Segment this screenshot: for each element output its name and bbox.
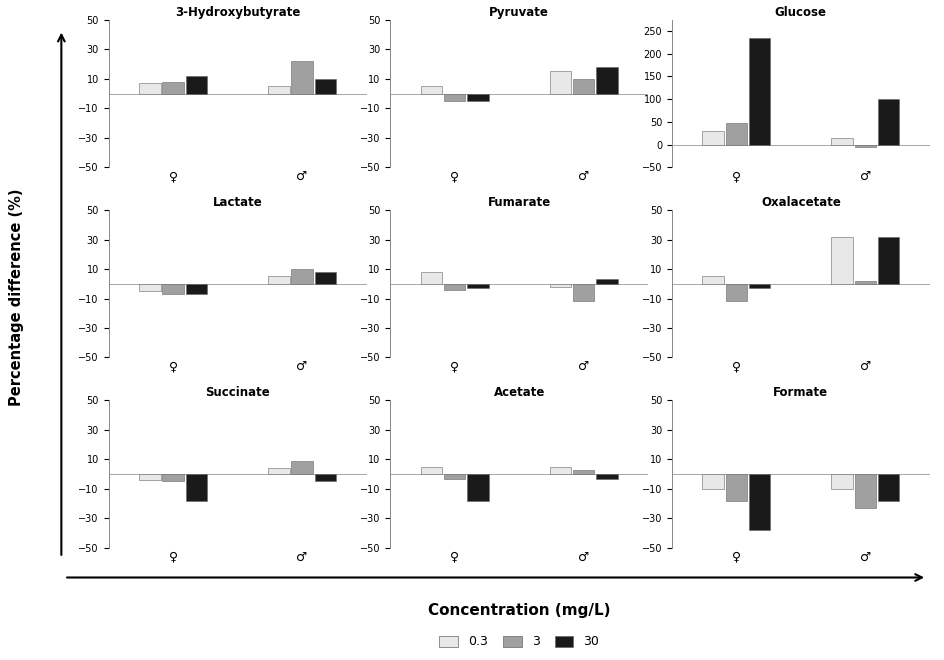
Title: 3-Hydroxybutyrate: 3-Hydroxybutyrate: [175, 6, 300, 18]
Bar: [549, 284, 571, 286]
Bar: [702, 131, 724, 145]
Bar: [268, 277, 290, 284]
Bar: [832, 138, 852, 145]
Text: Concentration (mg/L): Concentration (mg/L): [428, 603, 611, 618]
Bar: [467, 284, 489, 288]
Bar: [726, 474, 747, 501]
Bar: [702, 474, 724, 489]
Bar: [749, 474, 770, 530]
Bar: [549, 71, 571, 94]
Bar: [186, 284, 207, 294]
Bar: [467, 94, 489, 101]
Title: Pyruvate: Pyruvate: [489, 6, 549, 18]
Bar: [832, 474, 852, 489]
Title: Oxalacetate: Oxalacetate: [761, 196, 841, 209]
Bar: [854, 145, 876, 147]
Title: Glucose: Glucose: [775, 6, 827, 18]
Bar: [314, 474, 336, 482]
Legend: 0.3, 3, 30: 0.3, 3, 30: [434, 630, 604, 653]
Bar: [467, 474, 489, 501]
Bar: [444, 94, 465, 101]
Bar: [139, 83, 160, 94]
Title: Fumarate: Fumarate: [487, 196, 551, 209]
Bar: [726, 123, 747, 145]
Bar: [573, 470, 595, 474]
Bar: [597, 67, 617, 94]
Bar: [162, 474, 184, 482]
Bar: [186, 76, 207, 94]
Bar: [749, 284, 770, 288]
Bar: [878, 237, 900, 284]
Bar: [832, 237, 852, 284]
Bar: [162, 82, 184, 94]
Bar: [444, 284, 465, 290]
Text: Percentage difference (%): Percentage difference (%): [9, 188, 25, 406]
Bar: [268, 468, 290, 474]
Bar: [854, 281, 876, 284]
Bar: [162, 284, 184, 294]
Bar: [314, 79, 336, 94]
Bar: [573, 284, 595, 302]
Bar: [854, 474, 876, 508]
Bar: [292, 461, 312, 474]
Bar: [878, 99, 900, 145]
Bar: [573, 79, 595, 94]
Bar: [292, 61, 312, 94]
Bar: [421, 86, 442, 94]
Title: Acetate: Acetate: [494, 386, 545, 399]
Bar: [702, 277, 724, 284]
Bar: [597, 474, 617, 478]
Bar: [597, 279, 617, 284]
Bar: [139, 474, 160, 480]
Bar: [186, 474, 207, 501]
Title: Formate: Formate: [773, 386, 829, 399]
Bar: [726, 284, 747, 302]
Bar: [878, 474, 900, 501]
Bar: [749, 38, 770, 145]
Bar: [139, 284, 160, 291]
Bar: [421, 272, 442, 284]
Bar: [421, 467, 442, 474]
Bar: [444, 474, 465, 478]
Title: Lactate: Lactate: [212, 196, 262, 209]
Bar: [314, 272, 336, 284]
Bar: [292, 269, 312, 284]
Title: Succinate: Succinate: [205, 386, 270, 399]
Bar: [268, 86, 290, 94]
Bar: [549, 467, 571, 474]
